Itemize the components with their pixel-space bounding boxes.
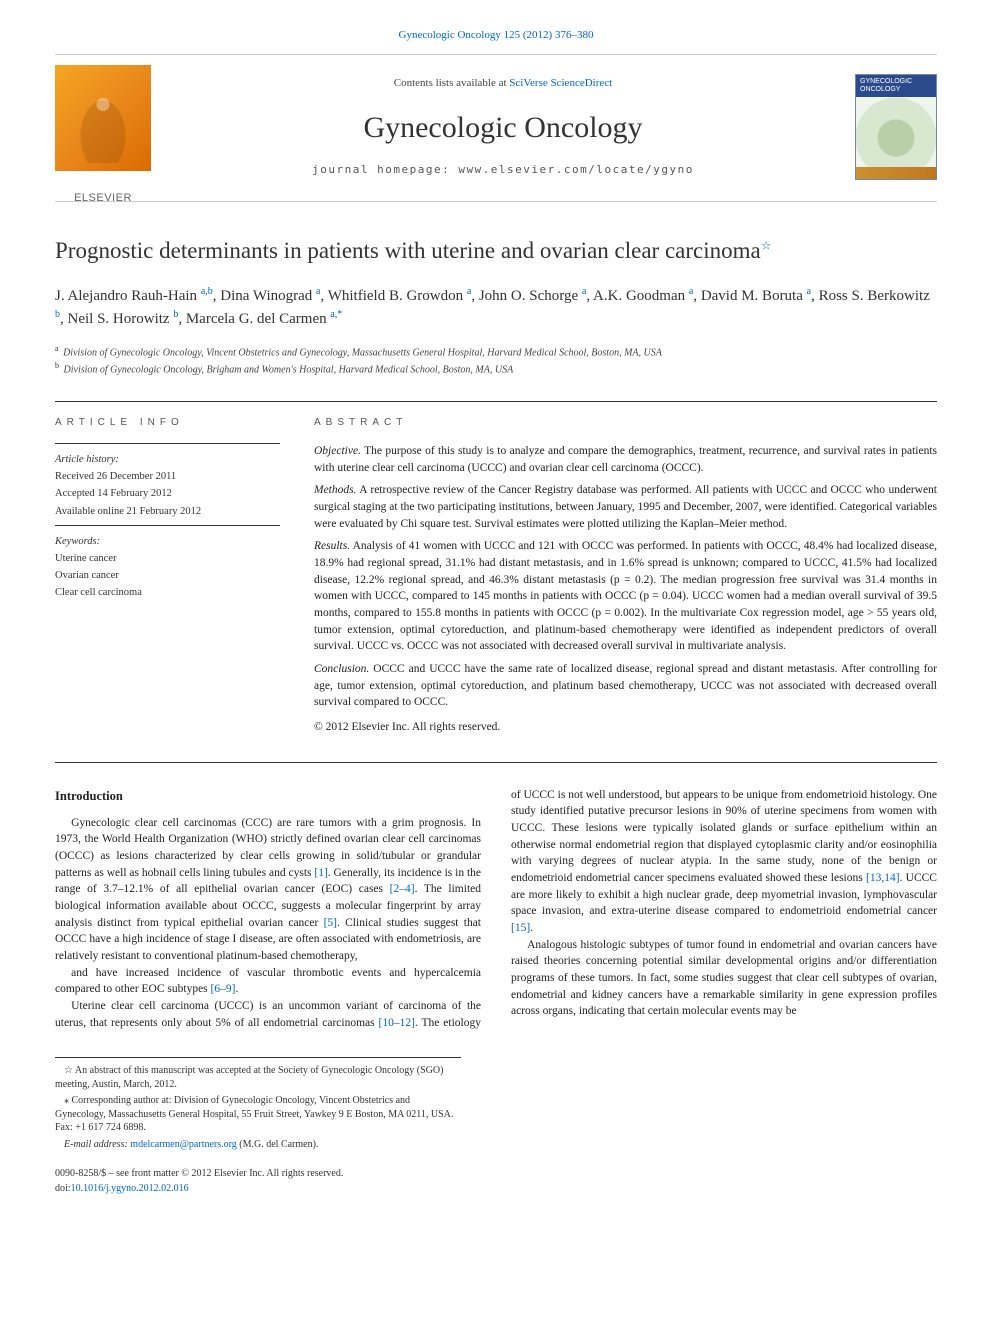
history-label: Article history: bbox=[55, 452, 280, 467]
author-affiliation-marker: a bbox=[582, 286, 586, 297]
keywords-label: Keywords: bbox=[55, 534, 280, 549]
author-affiliation-marker: a bbox=[316, 286, 320, 297]
keyword: Uterine cancer bbox=[55, 551, 280, 566]
keywords: Uterine cancer Ovarian cancer Clear cell c… bbox=[55, 551, 280, 601]
journal-cover-thumbnail: GYNECOLOGIC ONCOLOGY bbox=[855, 74, 937, 180]
rule-bottom bbox=[55, 762, 937, 763]
author-affiliation-marker: a bbox=[807, 286, 811, 297]
author-affiliation-marker: b bbox=[55, 309, 60, 320]
footnote-star: ☆ An abstract of this manuscript was acc… bbox=[55, 1064, 461, 1091]
article-info-heading: ARTICLE INFO bbox=[55, 416, 280, 431]
footnote-corresponding: ⁎ Corresponding author at: Division of G… bbox=[55, 1094, 461, 1135]
history-accepted: Accepted 14 February 2012 bbox=[55, 486, 280, 501]
body-paragraph: Gynecologic clear cell carcinomas (CCC) … bbox=[55, 815, 481, 965]
title-footnote-symbol: ☆ bbox=[761, 238, 772, 252]
article-body: Introduction Gynecologic clear cell carc… bbox=[55, 787, 937, 1032]
affiliation-list: a Division of Gynecologic Oncology, Vinc… bbox=[55, 343, 937, 378]
info-rule-2 bbox=[55, 525, 280, 526]
author-affiliation-marker: a,* bbox=[330, 309, 342, 320]
abstract: ABSTRACT Objective. The purpose of this … bbox=[314, 416, 937, 741]
abstract-copyright: © 2012 Elsevier Inc. All rights reserved… bbox=[314, 719, 937, 736]
author-list: J. Alejandro Rauh-Hain a,b, Dina Winogra… bbox=[55, 284, 937, 331]
info-rule bbox=[55, 443, 280, 444]
doi-link[interactable]: 10.1016/j.ygyno.2012.02.016 bbox=[71, 1183, 189, 1194]
author-affiliation-marker: a,b bbox=[201, 286, 213, 297]
history-online: Available online 21 February 2012 bbox=[55, 504, 280, 519]
rule-top bbox=[55, 401, 937, 402]
keyword: Clear cell carcinoma bbox=[55, 585, 280, 600]
journal-citation: Gynecologic Oncology 125 (2012) 376–380 bbox=[55, 28, 937, 44]
author: Neil S. Horowitz b bbox=[68, 311, 179, 327]
author: Whitfield B. Growdon a bbox=[328, 288, 472, 304]
contents-line: Contents lists available at SciVerse Sci… bbox=[169, 76, 837, 92]
author-affiliation-marker: b bbox=[173, 309, 178, 320]
author: John O. Schorge a bbox=[479, 288, 587, 304]
intro-heading: Introduction bbox=[55, 787, 481, 805]
journal-homepage: journal homepage: www.elsevier.com/locat… bbox=[169, 162, 837, 178]
cover-strip: GYNECOLOGIC ONCOLOGY bbox=[856, 75, 936, 97]
abstract-paragraph: Results. Analysis of 41 women with UCCC … bbox=[314, 538, 937, 655]
author-affiliation-marker: a bbox=[689, 286, 693, 297]
front-matter-line: 0090-8258/$ – see front matter © 2012 El… bbox=[55, 1167, 937, 1182]
journal-title: Gynecologic Oncology bbox=[169, 106, 837, 150]
journal-citation-link[interactable]: Gynecologic Oncology 125 (2012) 376–380 bbox=[399, 29, 594, 41]
body-paragraph: Analogous histologic subtypes of tumor f… bbox=[511, 937, 937, 1020]
doi-line: doi:10.1016/j.ygyno.2012.02.016 bbox=[55, 1182, 937, 1197]
publisher-name: ELSEVIER bbox=[55, 191, 151, 207]
author: Marcela G. del Carmen a,* bbox=[186, 311, 342, 327]
affiliation: a Division of Gynecologic Oncology, Vinc… bbox=[55, 343, 937, 360]
author: Dina Winograd a bbox=[220, 288, 320, 304]
abstract-body: Objective. The purpose of this study is … bbox=[314, 443, 937, 711]
meta-row: ARTICLE INFO Article history: Received 2… bbox=[55, 416, 937, 741]
cover-foot bbox=[856, 167, 936, 179]
corresponding-email-link[interactable]: mdelcarmen@partners.org bbox=[130, 1139, 236, 1150]
colophon: 0090-8258/$ – see front matter © 2012 El… bbox=[55, 1167, 937, 1196]
footnotes: ☆ An abstract of this manuscript was acc… bbox=[55, 1057, 461, 1151]
publisher-logo: ELSEVIER bbox=[55, 65, 151, 189]
contents-prefix: Contents lists available at bbox=[394, 77, 509, 89]
author-affiliation-marker: a bbox=[467, 286, 471, 297]
author: J. Alejandro Rauh-Hain a,b bbox=[55, 288, 213, 304]
abstract-paragraph: Methods. A retrospective review of the C… bbox=[314, 482, 937, 532]
author: David M. Boruta a bbox=[701, 288, 811, 304]
article-title: Prognostic determinants in patients with… bbox=[55, 237, 937, 266]
abstract-paragraph: Objective. The purpose of this study is … bbox=[314, 443, 937, 476]
abstract-heading: ABSTRACT bbox=[314, 416, 937, 431]
header-center: Contents lists available at SciVerse Sci… bbox=[169, 76, 837, 177]
history-received: Received 26 December 2011 bbox=[55, 469, 280, 484]
sciencedirect-link[interactable]: SciVerse ScienceDirect bbox=[509, 77, 612, 89]
affiliation: b Division of Gynecologic Oncology, Brig… bbox=[55, 360, 937, 377]
author: A.K. Goodman a bbox=[593, 288, 693, 304]
journal-header: ELSEVIER Contents lists available at Sci… bbox=[55, 54, 937, 202]
abstract-paragraph: Conclusion. OCCC and UCCC have the same … bbox=[314, 661, 937, 711]
article-title-text: Prognostic determinants in patients with… bbox=[55, 238, 761, 263]
footnote-email: E-mail address: mdelcarmen@partners.org … bbox=[55, 1138, 461, 1152]
body-paragraph: and have increased incidence of vascular… bbox=[55, 965, 481, 998]
elsevier-tree-icon bbox=[55, 65, 151, 171]
keyword: Ovarian cancer bbox=[55, 568, 280, 583]
article-info: ARTICLE INFO Article history: Received 2… bbox=[55, 416, 280, 741]
